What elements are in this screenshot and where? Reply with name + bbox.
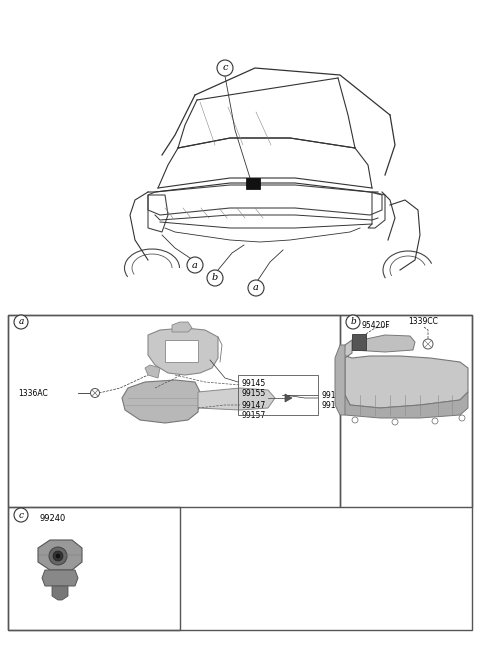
Polygon shape bbox=[165, 340, 198, 362]
Bar bbox=[340, 315, 472, 507]
Polygon shape bbox=[52, 586, 68, 600]
Text: 99240: 99240 bbox=[40, 514, 66, 523]
Text: 99150A: 99150A bbox=[322, 401, 351, 409]
Polygon shape bbox=[342, 392, 468, 418]
Polygon shape bbox=[42, 570, 78, 586]
Polygon shape bbox=[335, 345, 345, 415]
Circle shape bbox=[248, 280, 264, 296]
Polygon shape bbox=[145, 365, 160, 378]
Polygon shape bbox=[285, 394, 292, 402]
Circle shape bbox=[14, 315, 28, 329]
Bar bbox=[246, 178, 260, 189]
Circle shape bbox=[14, 508, 28, 522]
Circle shape bbox=[217, 60, 233, 76]
Bar bbox=[8, 315, 340, 507]
Text: b: b bbox=[350, 318, 356, 327]
Text: c: c bbox=[19, 510, 24, 520]
Circle shape bbox=[187, 257, 203, 273]
Text: b: b bbox=[212, 274, 218, 283]
Circle shape bbox=[53, 551, 63, 561]
Circle shape bbox=[49, 547, 67, 565]
Text: a: a bbox=[192, 260, 198, 270]
Text: c: c bbox=[222, 64, 228, 73]
Polygon shape bbox=[343, 340, 468, 408]
Text: 99145: 99145 bbox=[242, 380, 266, 388]
Polygon shape bbox=[38, 540, 82, 570]
Bar bbox=[352, 334, 366, 350]
Text: a: a bbox=[253, 283, 259, 293]
Text: 95420F: 95420F bbox=[362, 321, 391, 329]
Text: a: a bbox=[18, 318, 24, 327]
Polygon shape bbox=[122, 380, 200, 423]
Bar bbox=[8, 315, 472, 630]
Circle shape bbox=[207, 270, 223, 286]
Polygon shape bbox=[148, 328, 218, 375]
Circle shape bbox=[346, 315, 360, 329]
Text: 99140B: 99140B bbox=[322, 390, 351, 400]
Polygon shape bbox=[198, 388, 275, 410]
Polygon shape bbox=[172, 322, 192, 332]
Bar bbox=[238, 375, 318, 415]
Text: 1339CC: 1339CC bbox=[408, 318, 438, 327]
Text: 99155: 99155 bbox=[242, 390, 266, 398]
Text: 99157: 99157 bbox=[242, 411, 266, 419]
Circle shape bbox=[56, 554, 60, 558]
Polygon shape bbox=[352, 335, 415, 352]
Text: 1336AC: 1336AC bbox=[18, 388, 48, 398]
Bar bbox=[8, 507, 180, 630]
Text: 99147: 99147 bbox=[242, 401, 266, 409]
